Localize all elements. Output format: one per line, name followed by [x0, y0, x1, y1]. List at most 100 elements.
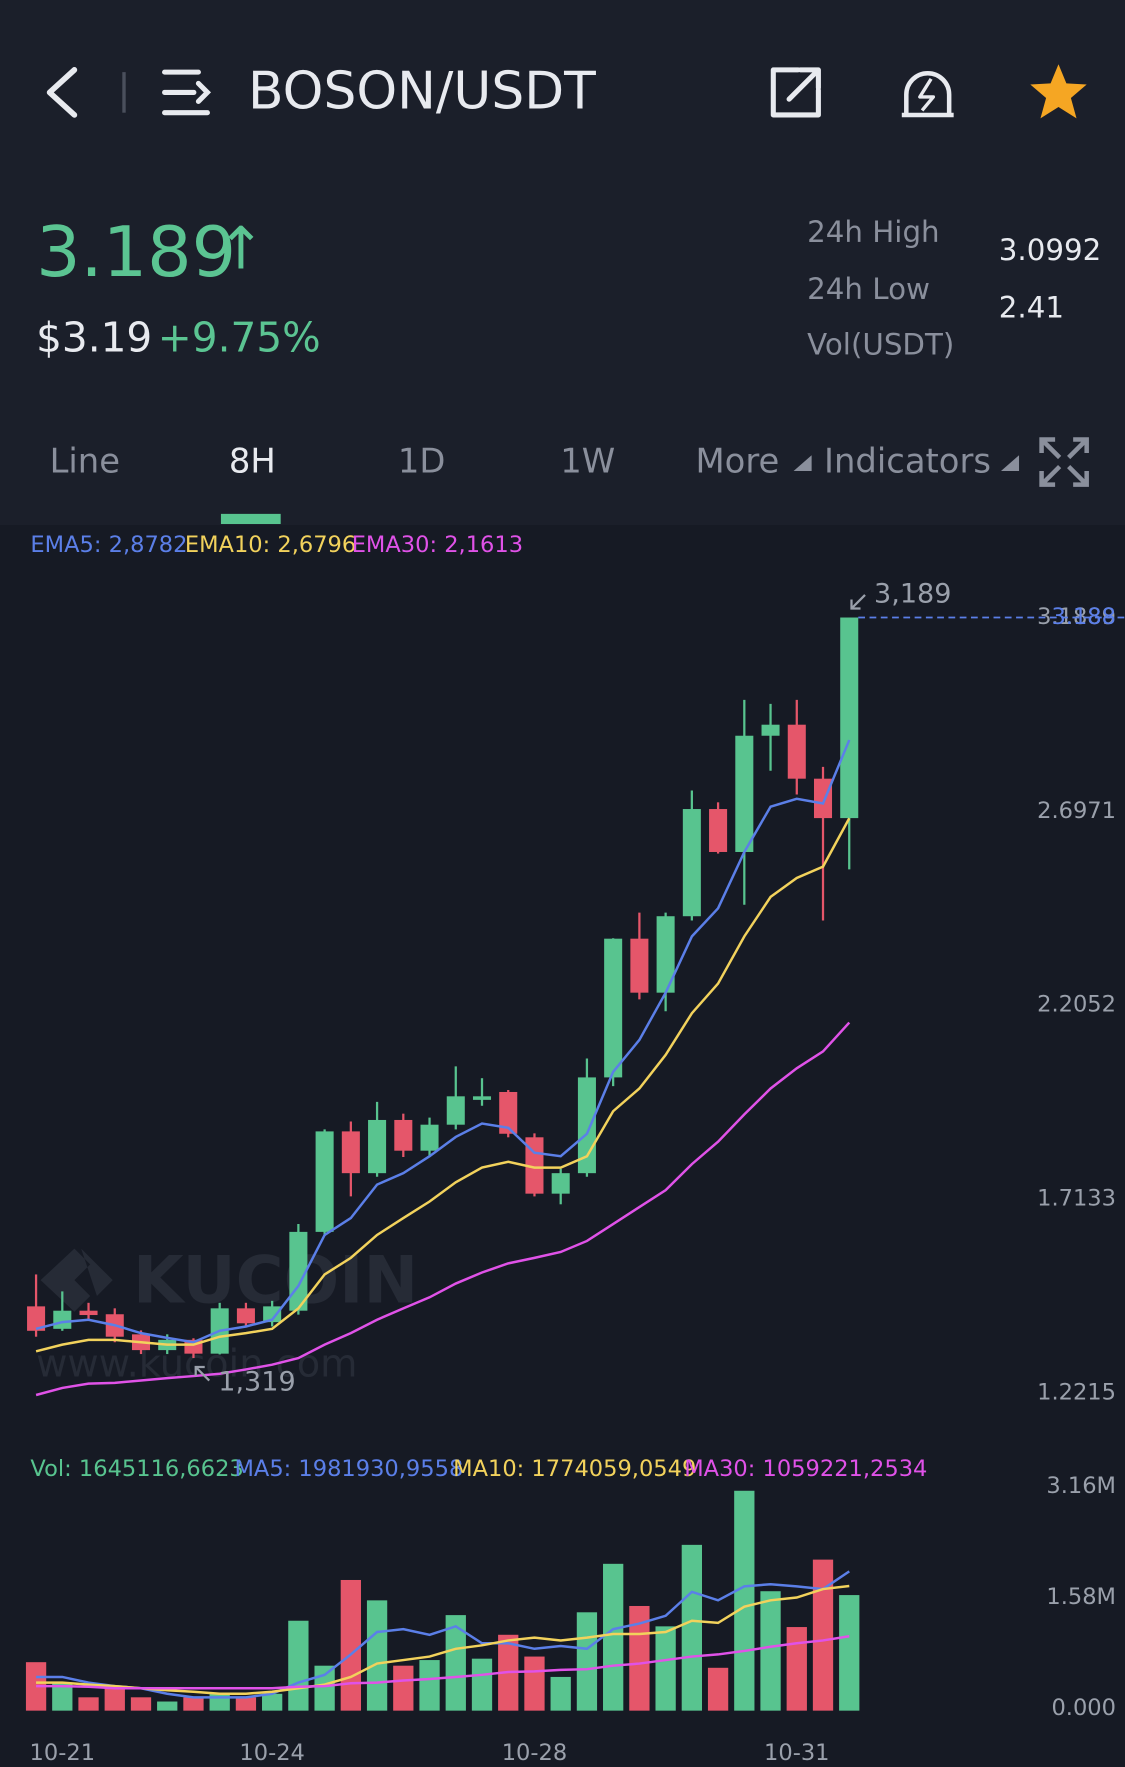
volume-bar [734, 1490, 755, 1711]
volume-bar [786, 1627, 807, 1711]
volume-bar [707, 1667, 729, 1711]
stat-label: Vol(USDT) [807, 327, 954, 361]
volume-bar [157, 1701, 178, 1711]
header-background [0, 0, 1125, 526]
candle-body [551, 1173, 570, 1194]
volume-bar [366, 1600, 388, 1711]
indicator-legend: MA5: 1981930,9558 [234, 1456, 463, 1482]
fullscreen-button[interactable] [1039, 437, 1089, 487]
volume-bar [235, 1697, 257, 1711]
volume-bar [550, 1676, 571, 1711]
volume-bar [760, 1591, 781, 1711]
candle-body [472, 1096, 492, 1100]
indicator-legend: EMA5: 2,8782 [30, 532, 187, 558]
volume-bar [812, 1559, 834, 1711]
candle-body [656, 916, 675, 993]
volume-bar [603, 1563, 624, 1711]
volume-bar [471, 1658, 493, 1711]
fiat-price: $3.19 [36, 313, 152, 361]
indicator-line [36, 1635, 850, 1690]
volume-bar [393, 1665, 414, 1711]
candle-body [315, 1131, 334, 1232]
candle-body [368, 1119, 387, 1174]
tab-bar: Line 8H 1D 1W More Indicators [50, 442, 991, 525]
stat-value: 2.41 [999, 290, 1064, 324]
tab[interactable]: More [696, 442, 780, 481]
y-tick-label: 1.58M [1046, 1584, 1116, 1610]
tab[interactable]: 1D [398, 442, 446, 481]
high-marker [850, 594, 866, 610]
menu-button[interactable] [162, 69, 212, 116]
indicator-legend: MA30: 1059221,2534 [684, 1456, 927, 1482]
price-arrow: ↑ [216, 215, 265, 283]
tab[interactable]: 8H [229, 442, 276, 481]
stat-label: 24h Low [807, 272, 930, 306]
candle-body [420, 1124, 439, 1151]
tab[interactable]: Line [50, 442, 120, 481]
volume-bar [130, 1697, 152, 1711]
alert-button[interactable] [901, 71, 954, 118]
tab-indicator [220, 513, 281, 525]
indicator-legend: MA10: 1774059,0549 [453, 1456, 696, 1482]
candle-body [27, 1306, 46, 1331]
candle-body [53, 1310, 72, 1329]
volume-bar [839, 1595, 860, 1711]
favorite-star[interactable] [1030, 64, 1087, 119]
volume-bar [445, 1615, 466, 1711]
candle-body [499, 1091, 518, 1134]
back-button[interactable] [46, 67, 78, 118]
volume-legend: Vol: 1645116,6623 [30, 1456, 243, 1482]
high-label: 3,189 [874, 578, 951, 609]
indicator-legend: EMA30: 2,1613 [352, 532, 523, 558]
candle-body [787, 724, 806, 779]
volume-bar [183, 1697, 204, 1711]
y-tick-label: 1.2215 [1037, 1379, 1116, 1405]
last-price-label: 3.188 [1051, 604, 1116, 630]
tab[interactable]: Indicators [824, 442, 991, 481]
y-tick-label: 0.000 [1051, 1695, 1116, 1721]
candle-body [446, 1096, 465, 1125]
tab[interactable]: 1W [560, 442, 615, 481]
volume-bar [524, 1656, 545, 1711]
candle-body [735, 735, 754, 852]
candle-body [761, 724, 780, 736]
indicator-legend: EMA10: 2,6796 [185, 532, 356, 558]
low-marker [194, 1365, 211, 1382]
indicator-line [36, 1570, 850, 1699]
stat-value: 3.0992 [999, 233, 1102, 267]
candle-body [236, 1308, 255, 1324]
pair-title: BOSON/USDT [248, 62, 596, 122]
volume-bar [681, 1544, 702, 1711]
candle-body [840, 617, 859, 819]
volume-bar [288, 1620, 309, 1711]
indicator-line [35, 817, 851, 1353]
candle-body [630, 938, 649, 993]
indicator-line [35, 739, 851, 1344]
x-tick-label: 10-31 [764, 1740, 829, 1766]
indicator-line [36, 1584, 850, 1695]
y-tick-label: 2.2052 [1037, 992, 1116, 1018]
chart-background [0, 525, 1125, 1767]
last-price: 3.189 [36, 212, 236, 293]
volume-bar [314, 1665, 335, 1711]
indicator-line [35, 1021, 851, 1397]
share-button[interactable] [770, 67, 821, 118]
candle-body [604, 938, 623, 1078]
candle-body [341, 1131, 360, 1174]
volume-bar [78, 1697, 99, 1711]
candle-body [394, 1119, 413, 1151]
candle-body [709, 809, 728, 852]
stat-label: 24h High [807, 215, 940, 249]
volume-bar [629, 1605, 650, 1711]
volume-bar [419, 1660, 440, 1711]
volume-bar [104, 1688, 125, 1711]
watermark-text: KUCOIN [133, 1243, 418, 1319]
candle-body [813, 778, 833, 819]
candle-body [525, 1137, 544, 1194]
y-tick-label: 2.6971 [1037, 798, 1116, 824]
x-tick-label: 10-28 [502, 1740, 567, 1766]
low-label: 1,319 [218, 1366, 295, 1397]
